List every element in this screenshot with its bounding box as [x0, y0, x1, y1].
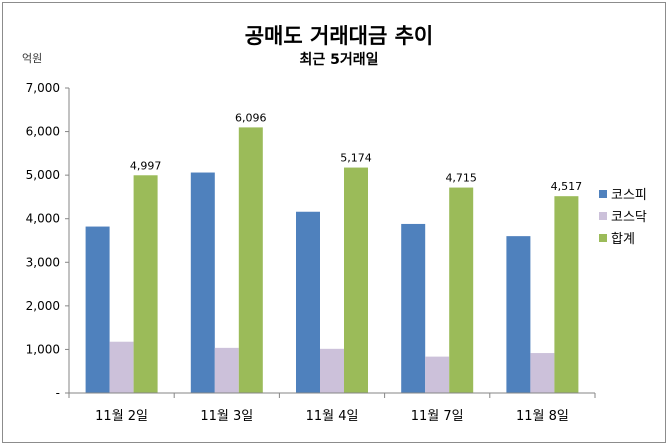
- y-tick-label: 3,000: [26, 255, 60, 269]
- x-tick-label: 11월 7일: [411, 409, 464, 424]
- x-tick-label: 11월 8일: [516, 409, 569, 424]
- y-tick-label: -: [56, 386, 60, 400]
- data-label: 4,715: [445, 172, 477, 185]
- legend-swatch-코스닥: [599, 212, 607, 220]
- bars: [85, 127, 579, 393]
- y-unit-label: 억원: [22, 52, 42, 65]
- legend-label: 코스닥: [611, 210, 647, 225]
- chart-subtitle: 최근 5거래일: [299, 52, 378, 68]
- x-tick-label: 11월 4일: [306, 409, 359, 424]
- bar-코스피-0: [85, 226, 110, 393]
- x-tick-label: 11월 2일: [95, 409, 148, 424]
- bar-코스피-4: [506, 236, 531, 393]
- bar-합계-3: [449, 187, 474, 393]
- y-tick-label: 4,000: [26, 212, 60, 226]
- y-tick-label: 7,000: [26, 81, 60, 95]
- y-tick-label: 2,000: [26, 299, 60, 313]
- x-tick-label: 11월 3일: [200, 409, 253, 424]
- bar-합계-0: [133, 175, 158, 393]
- chart-title: 공매도 거래대금 추이: [245, 24, 434, 48]
- bar-코스피-3: [401, 223, 426, 393]
- x-axis-ticks: 11월 2일 11월 3일 11월 4일 11월 7일 11월 8일: [68, 393, 596, 424]
- bar-코스닥-2: [320, 348, 344, 393]
- bar-합계-4: [554, 196, 579, 393]
- bar-합계-2: [344, 167, 368, 393]
- bar-합계-1: [238, 127, 263, 393]
- y-tick-label: 1,000: [26, 342, 60, 356]
- legend-swatch-코스피: [599, 190, 607, 198]
- y-tick-label: 5,000: [26, 168, 60, 182]
- y-axis-ticks: - 1,000 2,000 3,000 4,000 5,000 6,000 7,000: [26, 81, 69, 400]
- data-labels: 4,997 6,096 5,174 4,715 4,517: [130, 111, 582, 193]
- data-label: 4,997: [130, 159, 162, 172]
- bar-코스피-1: [190, 172, 215, 393]
- data-label: 5,174: [340, 152, 372, 165]
- axes: [68, 88, 595, 394]
- bar-코스닥-4: [530, 353, 555, 393]
- bar-코스닥-3: [425, 356, 450, 393]
- legend-label: 합계: [611, 232, 635, 247]
- y-tick-label: 6,000: [26, 125, 60, 139]
- data-label: 6,096: [235, 111, 267, 124]
- bar-코스닥-1: [214, 347, 239, 393]
- legend-swatch-합계: [599, 234, 607, 242]
- bar-코스닥-0: [109, 341, 134, 393]
- data-label: 4,517: [551, 180, 583, 193]
- bar-코스피-2: [296, 211, 320, 393]
- legend-label: 코스피: [611, 188, 647, 203]
